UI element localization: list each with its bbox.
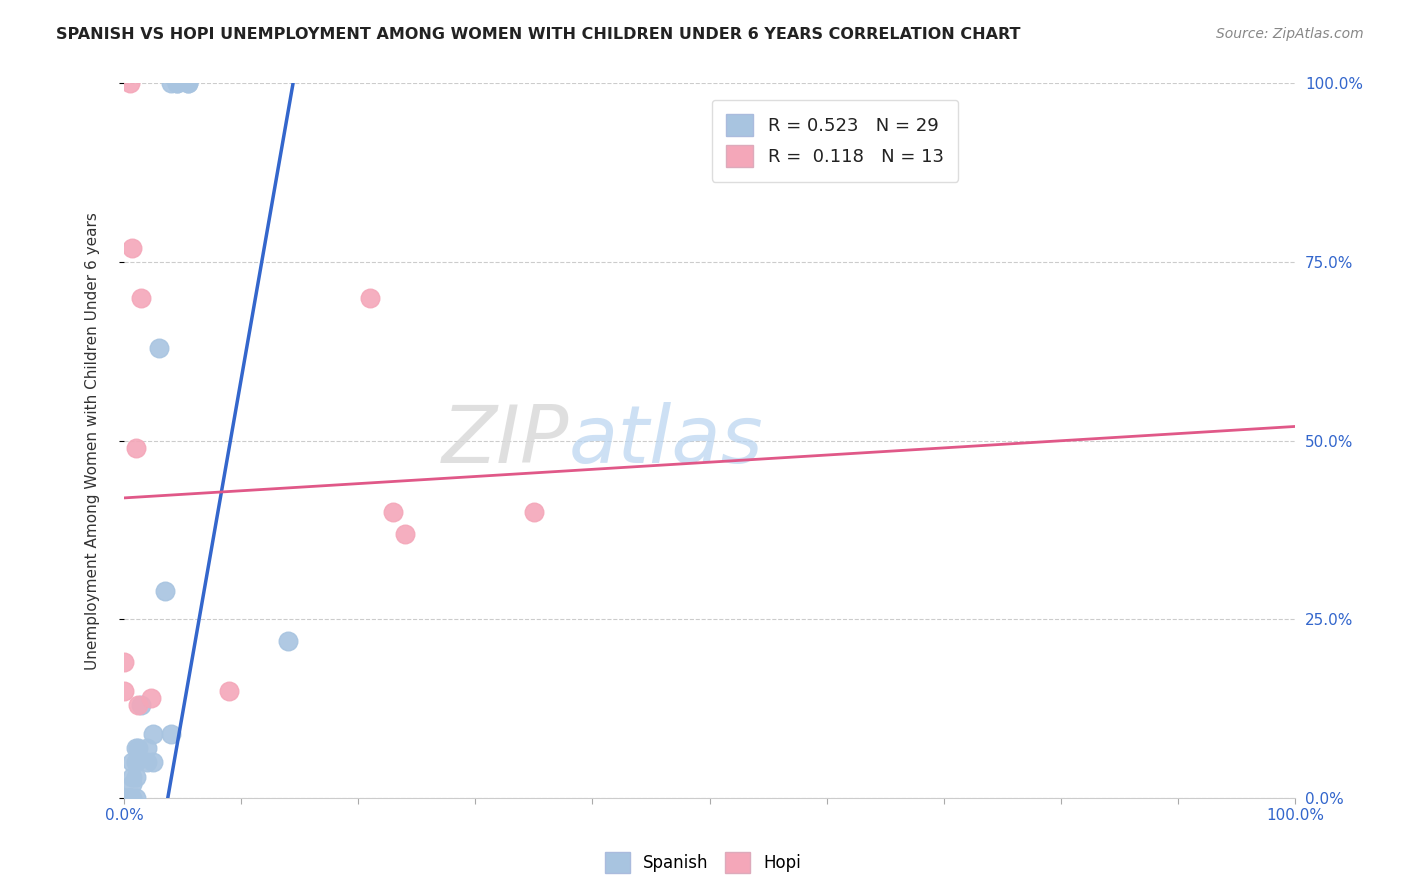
Text: Source: ZipAtlas.com: Source: ZipAtlas.com xyxy=(1216,27,1364,41)
Point xyxy=(117,791,139,805)
Point xyxy=(121,756,143,770)
Point xyxy=(124,756,146,770)
Point xyxy=(112,655,135,669)
Point xyxy=(159,727,181,741)
Point xyxy=(394,526,416,541)
Point xyxy=(121,241,143,255)
Point xyxy=(118,791,141,805)
Point xyxy=(112,684,135,698)
Point xyxy=(166,77,188,91)
Text: atlas: atlas xyxy=(569,401,763,480)
Point xyxy=(382,505,405,519)
Text: SPANISH VS HOPI UNEMPLOYMENT AMONG WOMEN WITH CHILDREN UNDER 6 YEARS CORRELATION: SPANISH VS HOPI UNEMPLOYMENT AMONG WOMEN… xyxy=(56,27,1021,42)
Point xyxy=(136,756,159,770)
Point xyxy=(277,633,299,648)
Point xyxy=(124,741,146,756)
Point xyxy=(359,291,381,305)
Point xyxy=(153,583,176,598)
Y-axis label: Unemployment Among Women with Children Under 6 years: Unemployment Among Women with Children U… xyxy=(86,211,100,670)
Point xyxy=(142,756,165,770)
Point xyxy=(177,77,200,91)
Point xyxy=(112,791,135,805)
Point xyxy=(177,77,200,91)
Legend: R = 0.523   N = 29, R =  0.118   N = 13: R = 0.523 N = 29, R = 0.118 N = 13 xyxy=(711,100,957,182)
Point xyxy=(121,791,143,805)
Point xyxy=(523,505,546,519)
Point xyxy=(166,77,188,91)
Point xyxy=(159,77,181,91)
Legend: Spanish, Hopi: Spanish, Hopi xyxy=(598,846,808,880)
Point xyxy=(131,291,153,305)
Point xyxy=(124,441,146,455)
Point xyxy=(118,791,141,805)
Point xyxy=(131,698,153,713)
Text: ZIP: ZIP xyxy=(441,401,569,480)
Point xyxy=(139,691,162,706)
Point xyxy=(136,741,159,756)
Point xyxy=(127,698,149,713)
Point xyxy=(127,741,149,756)
Point xyxy=(118,77,141,91)
Point xyxy=(124,770,146,784)
Point xyxy=(148,341,170,355)
Point xyxy=(124,791,146,805)
Point xyxy=(142,727,165,741)
Point xyxy=(118,791,141,805)
Point xyxy=(121,770,143,784)
Point xyxy=(218,684,240,698)
Point xyxy=(117,791,139,805)
Point xyxy=(121,777,143,791)
